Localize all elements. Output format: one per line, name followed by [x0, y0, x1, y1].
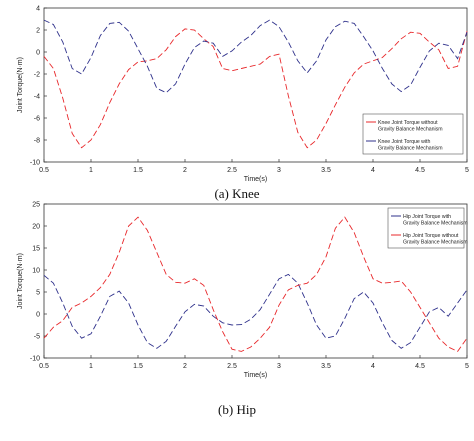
hip-x-tick-label: 3 [277, 363, 281, 370]
hip-x-axis-label: Time(s) [244, 372, 267, 379]
hip-y-tick-label: 25 [32, 202, 40, 209]
hip-y-tick-label: 20 [32, 224, 40, 231]
knee-chart: 0.5 1 1.5 2 2.5 3 3.5 4 4.5 5 4 2 0 -2 -4 -6 -8 -10 Time(s… [17, 6, 469, 184]
hip-x-tick-label: 2.5 [227, 363, 237, 370]
hip-x-tick-label: 2 [183, 363, 187, 370]
hip-y-tick-label: 15 [32, 246, 40, 253]
knee-x-tick-label: 4 [371, 167, 375, 174]
knee-x-tick-label: 3.5 [321, 167, 331, 174]
knee-x-tick-label: 5 [465, 167, 469, 174]
hip-legend-box [387, 207, 465, 249]
hip-x-tick-label: 4.5 [415, 363, 425, 370]
knee-y-tick-label: -10 [30, 160, 40, 167]
hip-x-tick-label: 4 [371, 363, 375, 370]
hip-y-tick-label: -10 [30, 356, 40, 363]
hip-series-line [43, 216, 468, 352]
hip-x-tick-label: 5 [465, 363, 469, 370]
knee-x-tick-label: 0.5 [39, 167, 49, 174]
hip-legend: Hip Joint Torque with Gravity Balance Mec… [387, 207, 468, 249]
hip-x-tick-label: 1.5 [133, 363, 143, 370]
knee-x-axis-label: Time(s) [244, 176, 267, 183]
knee-legend: Knee Joint Torque without Gravity Balance… [362, 113, 464, 155]
hip-chart: 0.5 1 1.5 2 2.5 3 3.5 4 4.5 5 25 20 15 10 5 0 -5 -10 Time(… [17, 202, 469, 380]
knee-x-tick-label: 4.5 [415, 167, 425, 174]
knee-y-tick-label: 0 [36, 50, 40, 57]
hip-x-tick-label: 3.5 [321, 363, 331, 370]
knee-legend-label: Knee Joint Torque without Gravity Balance… [378, 120, 443, 133]
knee-x-tick-label: 2.5 [227, 167, 237, 174]
hip-x-tick-label: 1 [89, 363, 93, 370]
knee-legend-box [362, 113, 464, 155]
hip-caption: (b) Hip [218, 402, 256, 417]
knee-y-tick-label: -2 [34, 72, 40, 79]
hip-legend-label: Hip Joint Torque with Gravity Balance Mec… [403, 214, 468, 227]
hip-x-tick-label: 0.5 [39, 363, 49, 370]
hip-y-axis-label: Joint Torque(N·m) [17, 253, 24, 309]
knee-x-tick-label: 2 [183, 167, 187, 174]
hip-y-tick-label: 10 [32, 268, 40, 275]
knee-legend-label: Knee Joint Torque with Gravity Balance Me… [378, 139, 443, 152]
hip-y-tick-label: 0 [36, 312, 40, 319]
knee-y-tick-label: -8 [34, 138, 40, 145]
knee-y-tick-label: -6 [34, 116, 40, 123]
knee-x-tick-label: 1.5 [133, 167, 143, 174]
hip-series-line [43, 273, 468, 349]
hip-legend-label: Hip Joint Torque without Gravity Balance … [403, 233, 468, 246]
knee-y-axis-label: Joint Torque(N·m) [17, 57, 24, 113]
knee-x-tick-label: 1 [89, 167, 93, 174]
knee-y-tick-label: 4 [36, 6, 40, 13]
knee-caption: (a) Knee [214, 186, 260, 201]
knee-x-tick-label: 3 [277, 167, 281, 174]
hip-y-tick-label: 5 [36, 290, 40, 297]
knee-y-tick-label: 2 [36, 28, 40, 35]
knee-series-line [43, 28, 468, 149]
knee-y-tick-label: -4 [34, 94, 40, 101]
hip-y-tick-label: -5 [34, 334, 40, 341]
